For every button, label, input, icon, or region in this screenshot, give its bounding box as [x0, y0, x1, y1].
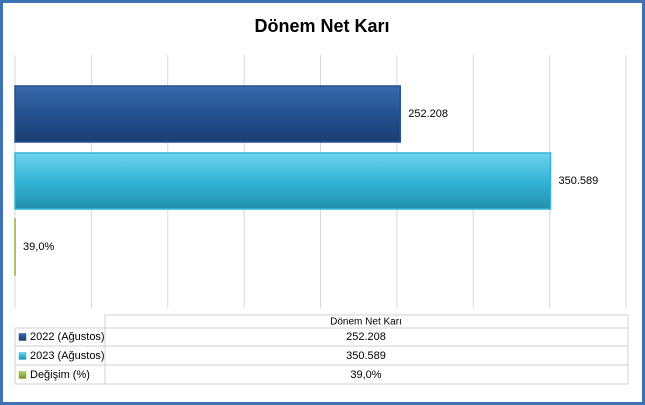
table-value: 252.208 [346, 331, 386, 343]
legend-label: 2023 (Ağustos) [30, 350, 105, 362]
table-body [14, 327, 629, 385]
data-label: 39,0% [23, 241, 54, 253]
data-label: 252.208 [408, 108, 448, 120]
legend-key [18, 371, 27, 379]
legend-key [18, 352, 27, 360]
bar [14, 152, 552, 210]
bar [14, 85, 401, 143]
table-value: 350.589 [346, 350, 386, 362]
legend-key [18, 333, 27, 341]
table-value: 39,0% [350, 369, 381, 381]
legend-label: Değişim (%) [30, 369, 90, 381]
legend-label: 2022 (Ağustos) [30, 331, 105, 343]
chart-title: Dönem Net Karı [254, 16, 389, 36]
data-label: 350.589 [559, 175, 599, 187]
table-header: Dönem Net Karı [330, 317, 402, 328]
